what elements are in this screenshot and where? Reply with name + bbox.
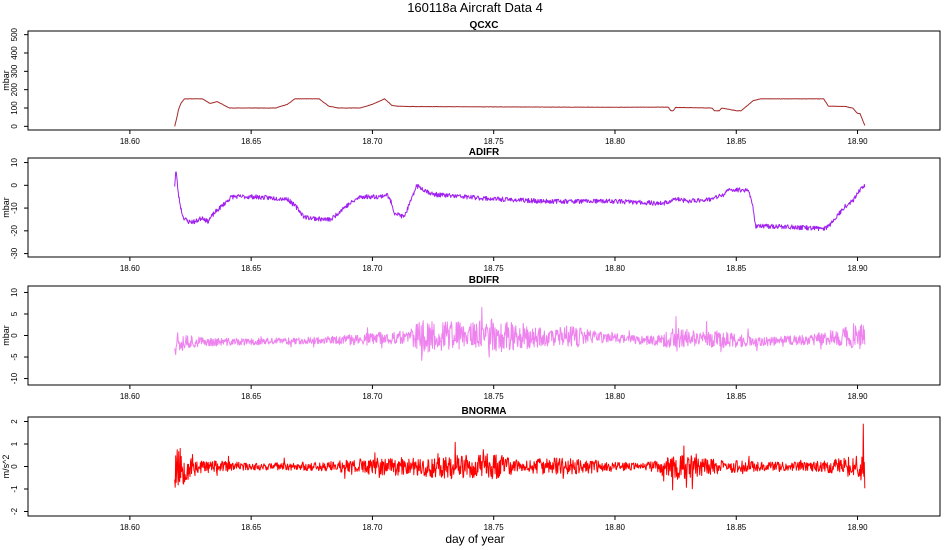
x-tick-label: 18.80 [605,137,626,146]
x-tick-label: 18.75 [484,137,505,146]
x-tick-label: 18.70 [362,264,383,273]
y-tick-label: 100 [10,101,19,115]
x-tick-label: 18.70 [362,137,383,146]
panel-title: QCXC [470,20,499,31]
y-axis-label: mbar [1,325,11,346]
y-tick-label: -5 [10,353,19,361]
x-tick-label: 18.75 [484,392,505,401]
panels: QCXC mbar 18.60 18.65 18.70 18.75 18.80 18.85 18… [1,20,941,532]
panel-title: ADIFR [469,147,500,158]
series-line-bdifr [174,307,866,361]
x-tick-label: 18.85 [726,137,747,146]
x-tick-label: 18.65 [241,264,262,273]
x-tick-label: 18.90 [848,392,869,401]
y-tick-label: -30 [10,247,19,259]
panel-title: BDIFR [469,275,500,286]
x-tick-label: 18.85 [726,392,747,401]
plot-frame [27,30,941,131]
x-tick-label: 18.60 [120,392,141,401]
panel-qcxc: QCXC mbar 18.60 18.65 18.70 18.75 18.80 18.85 18… [1,20,941,146]
y-tick-label: 300 [10,64,19,78]
x-tick-label: 18.85 [726,523,747,532]
panel-bnorma: BNORMA m/s^2 18.60 18.65 18.70 18.75 18.80 18.8… [1,406,941,532]
panel-adifr: ADIFR mbar 18.60 18.65 18.70 18.75 18.80 18.85 1… [1,147,941,273]
y-tick-label: -20 [10,224,19,236]
y-tick-label: 0 [10,464,19,469]
y-tick-label: 200 [10,82,19,96]
y-axis-label: mbar [1,197,11,218]
y-tick-label: -1 [10,485,19,493]
x-tick-label: 18.60 [120,264,141,273]
x-tick-label: 18.90 [848,264,869,273]
plot-frame [27,157,941,258]
y-tick-label: -2 [10,507,19,515]
y-axis-label: m/s^2 [1,455,11,479]
series-line-adifr [174,171,866,231]
x-tick-label: 18.80 [605,523,626,532]
x-tick-label: 18.75 [484,264,505,273]
y-tick-label: 1 [10,441,19,446]
y-tick-label: 10 [10,287,19,296]
x-tick-label: 18.65 [241,523,262,532]
x-tick-label: 18.70 [362,523,383,532]
figure-title: 160118a Aircraft Data 4 [407,0,543,15]
x-tick-label: 18.60 [120,523,141,532]
y-tick-label: -10 [10,202,19,214]
y-tick-label: 0 [10,333,19,338]
y-tick-label: -10 [10,372,19,384]
x-tick-label: 18.65 [241,392,262,401]
y-tick-label: 0 [10,183,19,188]
x-tick-label: 18.90 [848,523,869,532]
x-tick-label: 18.80 [605,264,626,273]
x-tick-label: 18.90 [848,137,869,146]
y-tick-label: 5 [10,311,19,316]
x-tick-label: 18.75 [484,523,505,532]
y-axis-label: mbar [1,70,11,91]
x-tick-label: 18.70 [362,392,383,401]
panel-bdifr: BDIFR mbar 18.60 18.65 18.70 18.75 18.80 18.85 1… [1,275,941,401]
x-axis-label: day of year [445,532,504,546]
panel-title: BNORMA [462,406,507,417]
x-tick-label: 18.60 [120,137,141,146]
series-line-qcxc [174,98,866,127]
x-tick-label: 18.85 [726,264,747,273]
y-tick-label: 0 [10,124,19,129]
y-tick-label: 400 [10,46,19,60]
y-tick-label: 2 [10,419,19,424]
x-tick-label: 18.65 [241,137,262,146]
y-tick-label: 10 [10,158,19,167]
x-tick-label: 18.80 [605,392,626,401]
series-line-bnorma [174,423,866,491]
y-tick-label: 500 [10,27,19,41]
